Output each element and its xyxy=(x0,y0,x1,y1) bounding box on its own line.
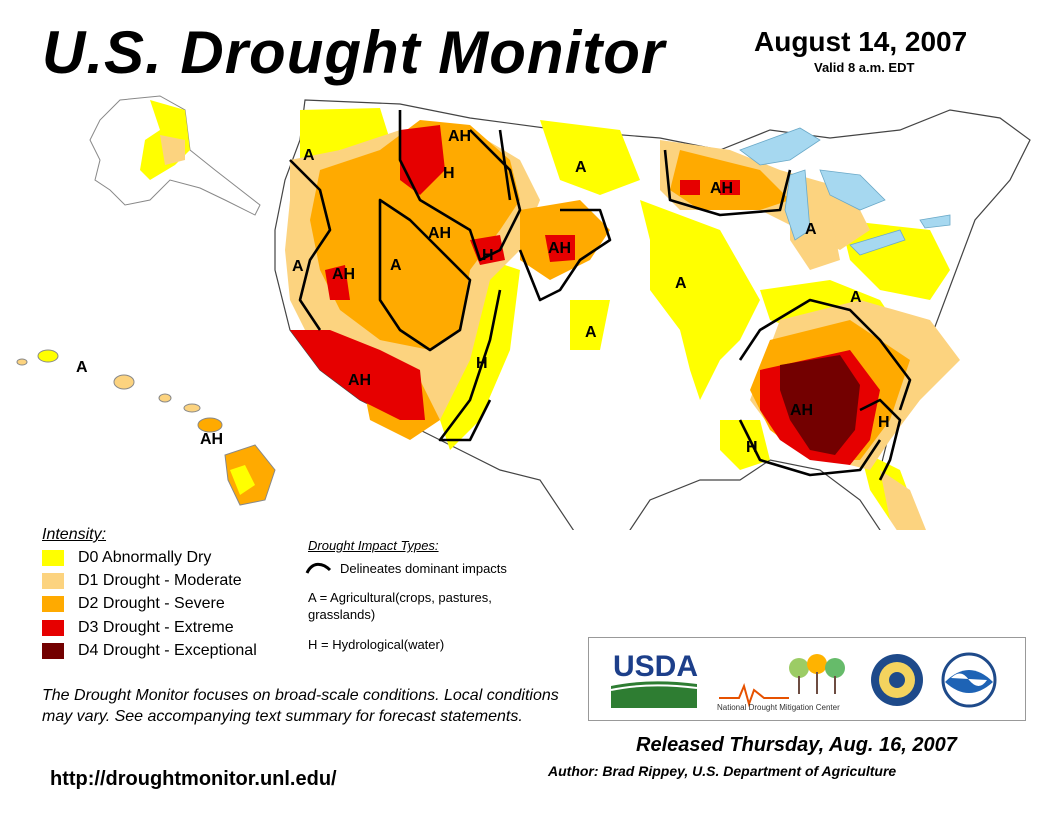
ndmc-logo: National Drought Mitigation Center xyxy=(717,654,845,712)
impact-label: A xyxy=(390,257,402,274)
impact-label: H xyxy=(482,247,494,264)
impact-label: A xyxy=(292,258,304,275)
legend-item-d1: D1 Drought - Moderate xyxy=(42,571,242,591)
impact-labels: A AH H A AH AH A AH AH H AH A A A A AH H… xyxy=(76,128,890,456)
legend-item-d2: D2 Drought - Severe xyxy=(42,594,225,614)
legend-label: D4 Drought - Exceptional xyxy=(78,642,257,659)
commerce-seal-icon xyxy=(871,654,923,706)
website-link[interactable]: http://droughtmonitor.unl.edu/ xyxy=(50,768,337,790)
impact-label: A xyxy=(850,289,862,306)
legend-swatch xyxy=(42,596,64,612)
map-date: August 14, 2007 xyxy=(754,26,968,57)
impact-label: A xyxy=(303,147,315,164)
legend-swatch xyxy=(42,620,64,636)
author: Author: Brad Rippey, U.S. Department of … xyxy=(548,763,897,779)
alaska-region xyxy=(89,95,261,216)
impact-label-hawaii-a: A xyxy=(76,359,88,376)
impact-label: AH xyxy=(332,266,355,283)
legend-item-d0: D0 Abnormally Dry xyxy=(42,548,211,568)
legend-swatch xyxy=(42,573,64,589)
legend-title: Intensity: xyxy=(42,526,107,543)
impact-label: AH xyxy=(428,225,451,242)
impact-types-title: Drought Impact Types: xyxy=(308,538,439,553)
legend-label: D2 Drought - Severe xyxy=(78,595,225,612)
impact-label: A xyxy=(675,275,687,292)
impact-h-label: H = Hydrological(water) xyxy=(308,637,445,652)
legend-label: D0 Abnormally Dry xyxy=(78,549,212,566)
legend-item-d4: D4 Drought - Exceptional xyxy=(42,641,257,661)
impact-label: H xyxy=(443,165,455,182)
impact-label: AH xyxy=(448,128,471,145)
impact-label: AH xyxy=(348,372,371,389)
impact-a-label: A = Agricultural(crops, pastures, grassl… xyxy=(308,590,492,622)
impact-boundaries xyxy=(289,110,912,481)
impact-line-label: Delineates dominant impacts xyxy=(340,561,507,576)
legend-label: D3 Drought - Extreme xyxy=(78,619,234,636)
impact-label: H xyxy=(878,414,890,431)
impact-label: A xyxy=(575,159,587,176)
released-date: Released Thursday, Aug. 16, 2007 xyxy=(636,734,957,756)
impact-line-icon xyxy=(305,562,332,574)
hawaii-region xyxy=(16,349,276,506)
svg-text:USDA: USDA xyxy=(613,650,698,683)
disclaimer: The Drought Monitor focuses on broad-sca… xyxy=(42,687,559,725)
d4-areas xyxy=(780,355,860,455)
map-title: U.S. Drought Monitor xyxy=(42,19,666,86)
drought-map: A AH H A AH AH A AH AH H AH A A A A AH H… xyxy=(16,95,1031,530)
usda-logo: USDA xyxy=(610,650,698,708)
svg-text:National Drought Mitigation Ce: National Drought Mitigation Center xyxy=(717,703,840,712)
noaa-logo-icon xyxy=(941,652,997,708)
legend-label: D1 Drought - Moderate xyxy=(78,572,242,589)
legend-swatch xyxy=(42,550,64,566)
impact-label: AH xyxy=(790,402,813,419)
impact-label: AH xyxy=(710,180,733,197)
impact-label: A xyxy=(585,324,597,341)
impact-label: H xyxy=(476,355,488,372)
legend-item-d3: D3 Drought - Extreme xyxy=(42,618,234,638)
impact-label: AH xyxy=(548,240,571,257)
impact-label: H xyxy=(746,439,758,456)
legend-swatch xyxy=(42,643,64,659)
valid-time: Valid 8 a.m. EDT xyxy=(814,60,915,75)
partner-logos: USDA National Drought Mitigation Center xyxy=(588,637,1026,721)
impact-label-hawaii: AH xyxy=(200,431,223,448)
great-lakes xyxy=(739,127,951,256)
impact-label: A xyxy=(805,221,817,238)
logos-svg: USDA National Drought Mitigation Center xyxy=(610,650,997,712)
